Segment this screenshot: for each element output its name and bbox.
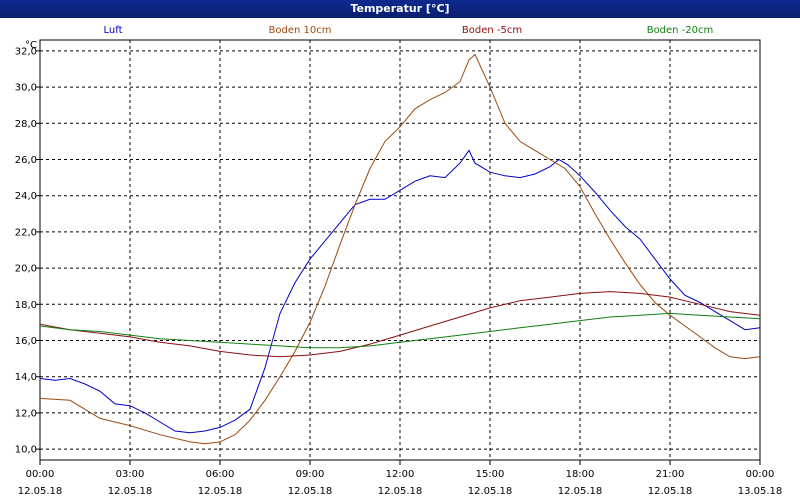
y-tick-label: 24,0: [15, 191, 37, 202]
y-tick-label: 20,0: [15, 264, 37, 275]
chart-title: Temperatur [°C]: [0, 0, 800, 18]
x-tick-time: 00:00: [746, 469, 775, 480]
x-tick-time: 12:00: [386, 469, 415, 480]
x-tick-date: 12.05.18: [288, 486, 333, 497]
x-tick-date: 12.05.18: [648, 486, 693, 497]
x-tick-time: 00:00: [26, 469, 55, 480]
y-tick-label: 28,0: [15, 119, 37, 130]
x-tick-time: 18:00: [566, 469, 595, 480]
y-tick-label: 16,0: [15, 336, 37, 347]
x-tick-date: 12.05.18: [378, 486, 423, 497]
y-tick-label: 14,0: [15, 372, 37, 383]
y-tick-label: 12,0: [15, 408, 37, 419]
series-lines: [39, 53, 761, 445]
legend-label: Luft: [104, 25, 123, 36]
series-line-boden-10cm: [39, 53, 761, 445]
y-tick-label: 10,0: [15, 445, 37, 456]
series-line-boden-5cm: [39, 291, 761, 358]
x-tick-time: 09:00: [296, 469, 325, 480]
y-tick-label: 22,0: [15, 227, 37, 238]
legend: Luft Boden 10cm Boden -5cm Boden -20cm: [104, 25, 714, 36]
series-line-luft: [39, 149, 761, 434]
x-tick-date: 12.05.18: [198, 486, 243, 497]
legend-label: Boden -5cm: [462, 25, 522, 36]
y-tick-label: 30,0: [15, 83, 37, 94]
x-tick-time: 06:00: [206, 469, 235, 480]
x-tick-date: 12.05.18: [108, 486, 153, 497]
legend-label: Boden 10cm: [269, 25, 332, 36]
legend-label: Boden -20cm: [647, 25, 714, 36]
x-tick-date: 12.05.18: [468, 486, 513, 497]
y-tick-label: 18,0: [15, 300, 37, 311]
y-tick-label: 32,0: [15, 46, 37, 57]
x-tick-time: 03:00: [116, 469, 145, 480]
x-tick-date: 12.05.18: [558, 486, 603, 497]
grid: [40, 40, 760, 460]
x-tick-time: 21:00: [656, 469, 685, 480]
temperature-chart: 10,0 12,0 14,0 16,0 18,0 20,0 22,0 24,0 26,0 28,0…: [15, 25, 783, 497]
y-axis-unit: °C: [25, 40, 37, 51]
x-tick-date: 13.05.18: [738, 486, 783, 497]
axes: 10,0 12,0 14,0 16,0 18,0 20,0 22,0 24,0 26,0 28,0…: [15, 39, 783, 497]
x-tick-time: 15:00: [476, 469, 505, 480]
y-tick-label: 26,0: [15, 155, 37, 166]
x-tick-date: 12.05.18: [18, 486, 63, 497]
series-line-boden-20cm: [39, 312, 761, 349]
